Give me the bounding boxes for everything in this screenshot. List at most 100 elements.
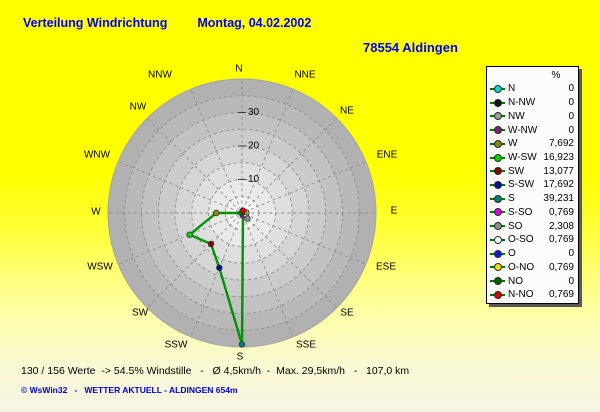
- legend-value: 39,231: [543, 193, 574, 205]
- legend-marker: [490, 126, 505, 135]
- legend-marker-dot: [494, 126, 502, 135]
- legend-marker: [490, 112, 505, 121]
- legend-value: 0: [568, 248, 574, 260]
- legend-row-NW: NW 0: [487, 110, 578, 123]
- legend-marker: [490, 222, 505, 231]
- legend-value: 7,692: [548, 138, 574, 150]
- legend-marker: [490, 263, 505, 272]
- legend-marker-dot: [494, 277, 502, 285]
- legend-row-O-SO: O-SO 0,769: [487, 233, 578, 246]
- legend-row-W-NW: W-NW 0: [487, 124, 578, 137]
- compass-label-SSW: SSW: [165, 340, 188, 351]
- data-point-marker-SSW: [216, 264, 223, 271]
- legend-marker-dot: [494, 84, 502, 93]
- legend-marker: [490, 277, 505, 285]
- data-point-marker-S: [238, 341, 246, 348]
- legend-marker: [490, 290, 505, 299]
- compass-label-NNW: NNW: [148, 70, 172, 81]
- legend-marker-dot: [494, 263, 502, 272]
- grid-spoke: [118, 213, 240, 265]
- legend-marker: [490, 84, 505, 93]
- legend-marker: [490, 98, 505, 107]
- axis-tick-label: 10: [248, 174, 260, 185]
- legend-marker-dot: [494, 249, 502, 258]
- legend-value: 2,308: [548, 220, 574, 232]
- grid-spoke: [244, 215, 338, 309]
- data-point-marker-W: [213, 209, 220, 217]
- legend-row-W: W 7,692: [487, 137, 578, 150]
- axis-tick-label: 20: [248, 141, 260, 152]
- legend-direction-label: N-NW: [508, 97, 536, 109]
- legend-value: 0: [568, 110, 574, 122]
- compass-label-ESE: ESE: [376, 262, 396, 273]
- legend-direction-label: W: [508, 138, 518, 150]
- legend-marker-dot: [494, 194, 502, 203]
- station-label: 78554 Aldingen: [363, 40, 458, 55]
- legend-direction-label: O-SO: [508, 234, 534, 246]
- legend-row-N-NW: N-NW 0: [487, 96, 578, 109]
- legend-row-S-SW: S-SW 17,692: [487, 178, 578, 191]
- grid-spoke: [244, 213, 366, 265]
- compass-label-NNE: NNE: [294, 70, 315, 81]
- grid-spoke: [190, 215, 242, 337]
- legend-direction-label: SW: [508, 165, 525, 177]
- compass-label-SW: SW: [132, 308, 149, 319]
- data-point-marker-SW: [207, 240, 215, 248]
- legend-row-S-SO: S-SO 0,769: [487, 206, 578, 219]
- legend-value: 0: [568, 83, 574, 95]
- chart-title: Verteilung Windrichtung: [23, 16, 168, 30]
- legend-direction-label: O-NO: [508, 261, 535, 273]
- copyright-line: © WsWin32 - WETTER AKTUELL - ALDINGEN 65…: [21, 385, 238, 395]
- legend-value: 0: [568, 124, 574, 136]
- legend-marker: [490, 180, 505, 189]
- grid-spoke: [242, 215, 294, 337]
- legend-value: 0,769: [548, 289, 574, 301]
- legend-marker-dot: [494, 153, 502, 162]
- legend-marker-dot: [494, 112, 502, 121]
- grid-spoke: [190, 89, 242, 211]
- grid-ring: [124, 95, 360, 331]
- legend-marker-dot: [494, 139, 502, 148]
- grid-spoke: [244, 117, 338, 211]
- legend-marker-dot: [494, 167, 502, 176]
- legend-marker-dot: [494, 290, 502, 299]
- legend-marker-dot: [494, 208, 502, 217]
- legend-marker: [490, 235, 505, 244]
- compass-label-W: W: [91, 207, 101, 218]
- legend-marker-dot: [494, 180, 502, 189]
- legend-panel: % N 0 N-NW 0 NW 0 W-NW 0 W 7,692 W-SW 16,923 SW 13,07…: [486, 66, 579, 304]
- compass-label-E: E: [391, 206, 398, 217]
- legend-value: 13,077: [543, 165, 574, 177]
- legend-header-spacer: [490, 71, 505, 79]
- legend-direction-label: O: [508, 248, 516, 260]
- legend-direction-label: W-NW: [508, 124, 538, 136]
- legend-direction-label: S: [508, 193, 515, 205]
- page-title-row: Verteilung Windrichtung Montag, 04.02.200…: [23, 16, 311, 30]
- legend-value: 0: [568, 97, 574, 109]
- grid-spoke: [244, 161, 366, 213]
- legend-direction-label: NO: [508, 275, 523, 287]
- legend-marker: [490, 194, 505, 203]
- compass-label-NW: NW: [130, 102, 147, 113]
- legend-direction-label: SO: [508, 220, 523, 232]
- grid-spoke: [242, 89, 294, 211]
- legend-row-S: S 39,231: [487, 192, 578, 205]
- legend-direction-label: N-NO: [508, 289, 534, 301]
- compass-label-N: N: [235, 64, 242, 75]
- legend-marker: [490, 153, 505, 162]
- legend-value: 0,769: [548, 234, 574, 246]
- data-point-marker-WSW: [186, 231, 193, 238]
- compass-label-S: S: [237, 352, 244, 363]
- legend-direction-label: S-SW: [508, 179, 535, 191]
- legend-marker: [490, 208, 505, 217]
- grid-spoke: [146, 117, 240, 211]
- legend-marker: [490, 139, 505, 148]
- grid-ring: [174, 145, 310, 281]
- grid-spoke: [118, 161, 240, 213]
- legend-header-row: %: [487, 69, 578, 82]
- legend-row-N-NO: N-NO 0,769: [487, 288, 578, 301]
